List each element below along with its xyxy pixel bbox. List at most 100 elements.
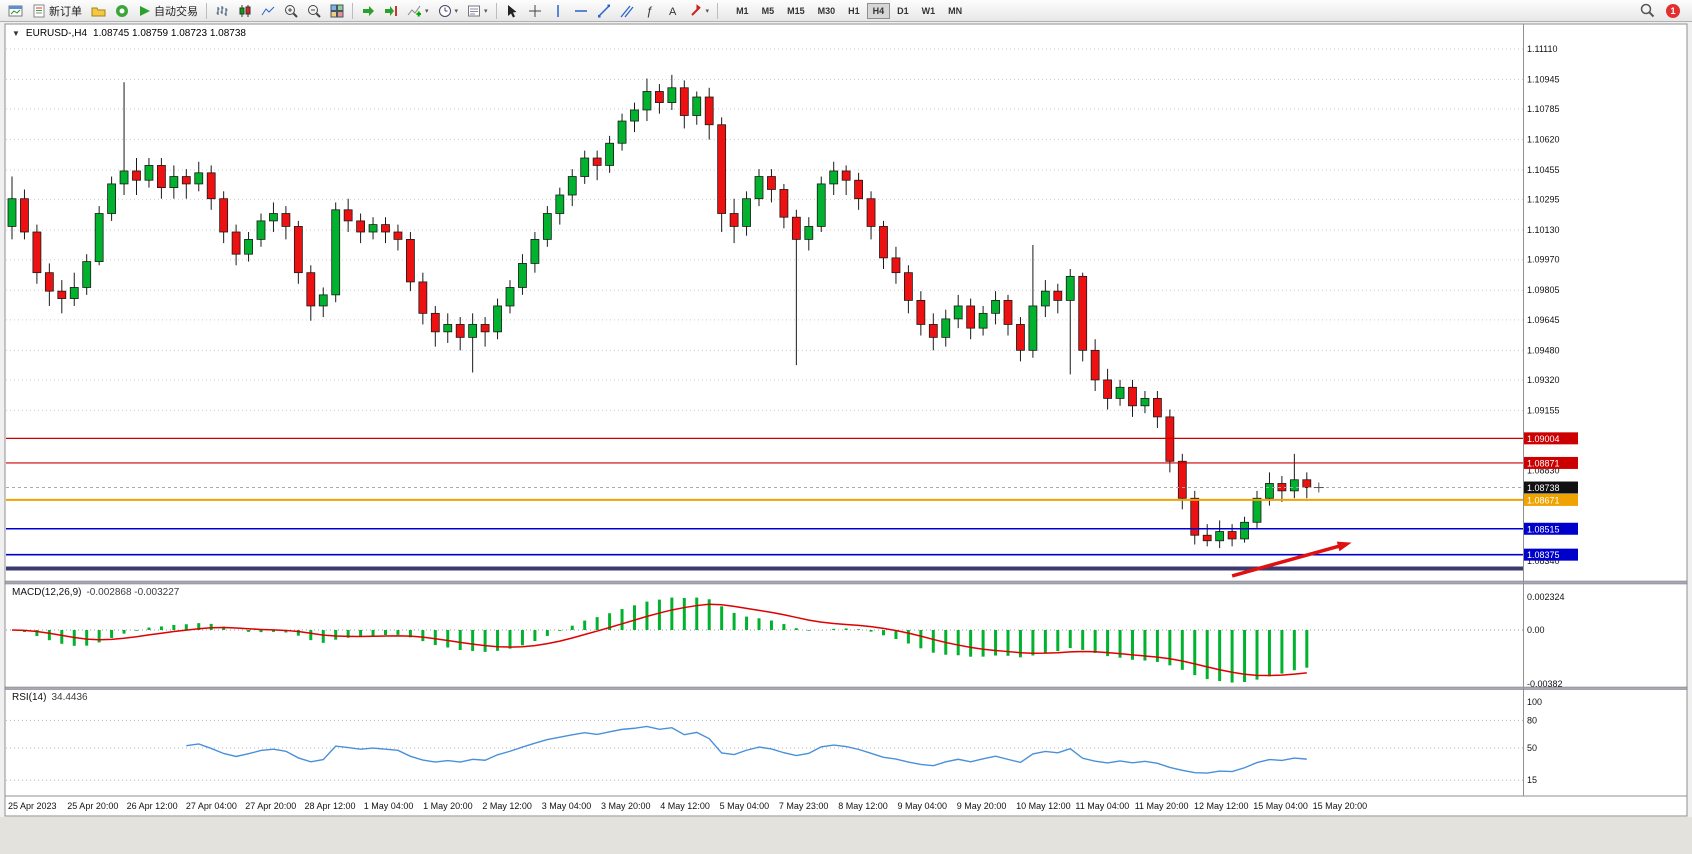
time-label: 11 May 20:00	[1135, 801, 1189, 811]
horizontal-line-tool-button[interactable]	[570, 1, 592, 20]
auto-trading-label: 自动交易	[154, 5, 198, 18]
macd-values-label: -0.002868 -0.003227	[86, 587, 180, 598]
price-tick: 1.10295	[1527, 195, 1560, 205]
channel-icon	[620, 4, 634, 18]
new-order-button[interactable]: 新订单	[28, 1, 86, 20]
time-label: 12 May 12:00	[1194, 801, 1249, 811]
symbol-period-label: EURUSD-,H4	[25, 28, 88, 39]
time-label: 9 May 04:00	[898, 801, 948, 811]
timeframe-H1[interactable]: H1	[842, 3, 866, 19]
vertical-line-tool-button[interactable]	[547, 1, 569, 20]
trendline-tool-button[interactable]	[593, 1, 615, 20]
price-tick: 1.09805	[1527, 285, 1560, 295]
time-label: 26 Apr 12:00	[127, 801, 178, 811]
time-label: 11 May 04:00	[1075, 801, 1129, 811]
dropdown-caret-icon: ▾	[454, 7, 459, 15]
macd-name-label: MACD(12,26,9)	[12, 587, 82, 598]
timeframe-MN[interactable]: MN	[942, 3, 968, 19]
notification-badge[interactable]: 1	[1666, 3, 1680, 18]
timeframe-M15[interactable]: M15	[781, 3, 811, 19]
chart-shift-button[interactable]	[380, 1, 402, 20]
bar-chart-icon	[215, 4, 229, 18]
chart-title: ▼ EURUSD-,H4 1.08745 1.08759 1.08723 1.0…	[12, 28, 246, 39]
cursor-icon	[505, 4, 519, 18]
fibonacci-tool-button[interactable]: ƒ	[639, 1, 661, 20]
crosshair-tool-button[interactable]	[524, 1, 546, 20]
timeframe-M5[interactable]: M5	[756, 3, 781, 19]
zoom-out-icon	[307, 4, 321, 18]
svg-text:1.08375: 1.08375	[1527, 550, 1560, 560]
time-label: 1 May 04:00	[364, 801, 414, 811]
macd-title: MACD(12,26,9) -0.002868 -0.003227	[12, 587, 179, 598]
arrows-tool-button[interactable]: ▾	[685, 1, 714, 20]
toolbar-separator	[717, 2, 719, 19]
auto-scroll-icon	[361, 4, 375, 18]
line-chart-button[interactable]	[257, 1, 279, 20]
new-chart-button[interactable]	[4, 1, 27, 20]
data-center-icon	[115, 4, 129, 18]
time-label: 8 May 12:00	[838, 801, 888, 811]
channel-tool-button[interactable]	[616, 1, 638, 20]
panel-separator-macd[interactable]	[4, 580, 1688, 585]
auto-scroll-button[interactable]	[357, 1, 379, 20]
svg-text:1.08671: 1.08671	[1527, 495, 1560, 505]
search-button[interactable]	[1636, 1, 1659, 20]
price-tick: 1.09970	[1527, 255, 1560, 265]
data-center-button[interactable]	[111, 1, 133, 20]
timeframe-M1[interactable]: M1	[730, 3, 755, 19]
cursor-tool-button[interactable]	[501, 1, 523, 20]
template-icon	[467, 4, 481, 18]
tile-windows-button[interactable]	[326, 1, 348, 20]
svg-text:1.09004: 1.09004	[1527, 434, 1560, 444]
price-tick: 1.10130	[1527, 225, 1560, 235]
svg-text:1.08515: 1.08515	[1527, 524, 1560, 534]
time-label: 10 May 12:00	[1016, 801, 1071, 811]
time-label: 7 May 23:00	[779, 801, 829, 811]
timeframe-M30[interactable]: M30	[812, 3, 842, 19]
rsi-axis-label: 50	[1527, 743, 1537, 753]
price-tick: 1.09320	[1527, 375, 1560, 385]
trendline-icon	[597, 4, 611, 18]
rsi-axis-label: 100	[1527, 697, 1542, 707]
time-label: 2 May 12:00	[482, 801, 532, 811]
periods-button[interactable]: ▾	[434, 1, 463, 20]
one-click-trading-expander-icon[interactable]: ▼	[12, 29, 20, 38]
search-icon	[1640, 3, 1655, 18]
timeframe-D1[interactable]: D1	[891, 3, 915, 19]
zoom-in-button[interactable]	[280, 1, 302, 20]
new-chart-icon	[8, 4, 23, 18]
timeframe-W1[interactable]: W1	[916, 3, 942, 19]
price-tick: 1.09645	[1527, 315, 1560, 325]
new-order-icon	[32, 4, 46, 18]
clock-icon	[438, 4, 452, 18]
auto-trading-button[interactable]: 自动交易	[134, 1, 202, 20]
indicators-button[interactable]: ▾	[403, 1, 433, 20]
candlestick-icon	[238, 4, 252, 18]
time-label: 27 Apr 04:00	[186, 801, 237, 811]
text-tool-button[interactable]: A	[662, 1, 684, 20]
zoom-out-button[interactable]	[303, 1, 325, 20]
profiles-button[interactable]	[87, 1, 110, 20]
fibonacci-icon: ƒ	[644, 4, 656, 18]
toolbar-separator	[495, 2, 497, 19]
rsi-value-label: 34.4436	[51, 692, 88, 703]
svg-text:1.08871: 1.08871	[1527, 458, 1560, 468]
new-order-label: 新订单	[49, 5, 82, 18]
play-icon	[138, 4, 151, 18]
indicator-add-icon	[407, 4, 422, 18]
timeframe-H4[interactable]: H4	[866, 2, 891, 19]
candlestick-chart-button[interactable]	[234, 1, 256, 20]
main-toolbar: 新订单 自动交易	[0, 0, 1692, 22]
bottom-margin	[0, 817, 1692, 854]
trend-arrow[interactable]	[1231, 541, 1352, 578]
bar-chart-button[interactable]	[211, 1, 233, 20]
price-label-1.09004: 1.09004	[1524, 432, 1578, 445]
panel-separator-rsi[interactable]	[4, 686, 1688, 690]
rsi-axis-label: 80	[1527, 715, 1537, 725]
dropdown-caret-icon: ▾	[425, 7, 429, 15]
macd-signal-line	[11, 603, 1307, 677]
svg-text:A: A	[669, 6, 677, 18]
time-label: 4 May 12:00	[660, 801, 710, 811]
templates-button[interactable]: ▾	[463, 1, 492, 20]
